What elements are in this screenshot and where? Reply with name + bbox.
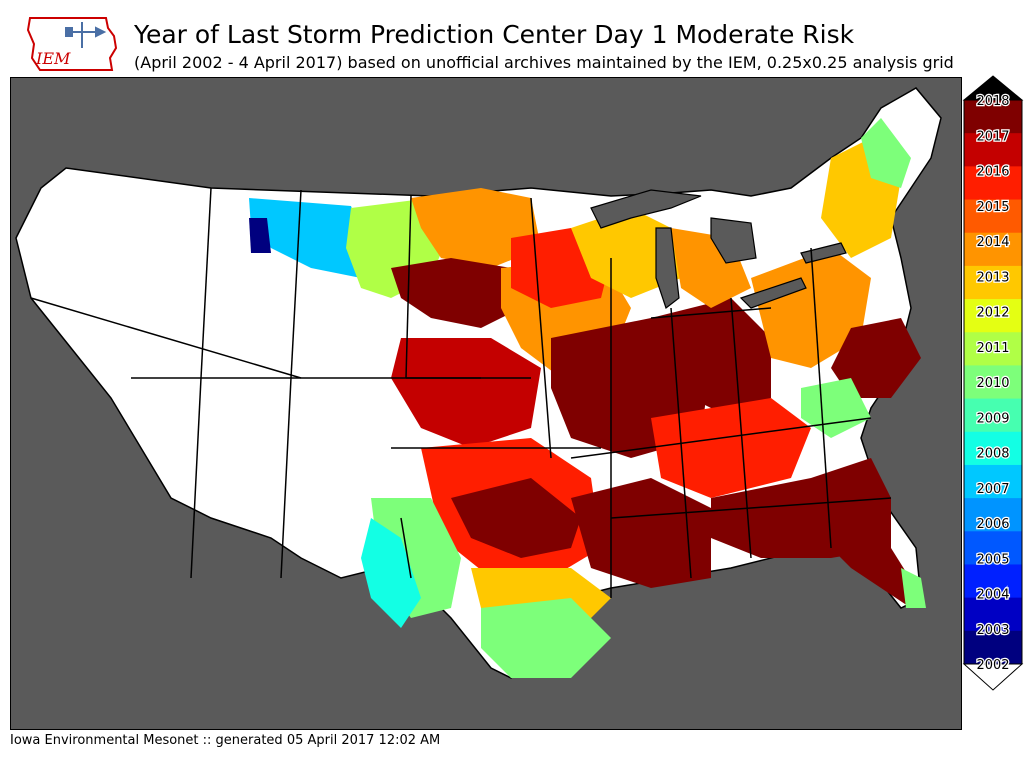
colorbar-year-label: 2018 (976, 94, 1009, 109)
region-nebraska-darkred (391, 258, 521, 328)
colorbar-year-label: 2017 (976, 129, 1009, 144)
region-southeast-darkred (711, 458, 891, 558)
colorbar-swatch (964, 597, 1022, 632)
colorbar-swatch (964, 100, 1022, 134)
colorbar-year-label: 2013 (976, 270, 1009, 285)
risk-regions (249, 118, 926, 678)
region-south-florida-green (901, 568, 926, 608)
region-great-lakes-yellow (571, 208, 681, 298)
region-gulf-coast-green (481, 598, 611, 678)
colorbar-year-label: 2004 (976, 588, 1009, 603)
year-colorbar: 2018 2017 2016 2015 2014 2013 2012 2011 2010 2009… (962, 74, 1024, 696)
colorbar-swatch (964, 398, 1022, 433)
region-northeast-green (861, 118, 911, 188)
colorbar-swatch (964, 133, 1022, 167)
lake-superior (590, 189, 702, 229)
region-florida-darkred (831, 548, 916, 608)
colorbar-swatch (964, 531, 1022, 565)
colorbar-year-label: 2014 (976, 235, 1009, 250)
colorbar-swatch (964, 464, 1022, 499)
region-ohio-valley-darkred (651, 298, 771, 418)
colorbar-swatch (964, 630, 1022, 665)
region-northern-plains-cyan (249, 198, 371, 278)
page-subtitle: (April 2002 - 4 April 2017) based on uno… (134, 53, 954, 72)
colorbar-year-label: 2011 (976, 341, 1009, 356)
colorbar-swatch (964, 299, 1022, 333)
colorbar-year-label: 2007 (976, 482, 1009, 497)
weather-vane-icon (65, 22, 107, 48)
risk-map (10, 77, 962, 730)
lake-huron (710, 217, 757, 264)
colorbar-swatch (964, 166, 1022, 201)
region-virginia-darkred (831, 318, 921, 398)
colorbar-year-label: 2008 (976, 447, 1009, 462)
lake-michigan (655, 227, 680, 309)
region-mississippi-valley-darkred (571, 478, 711, 588)
colorbar-year-label: 2010 (976, 376, 1009, 391)
iem-logo: IEM (22, 14, 122, 74)
colorbar-year-label: 2015 (976, 200, 1009, 215)
colorbar-year-label: 2005 (976, 552, 1009, 567)
colorbar-year-label: 2003 (976, 623, 1009, 638)
colorbar-swatch (964, 564, 1022, 599)
region-appalachian-orange (751, 248, 871, 368)
colorbar-swatch (964, 498, 1022, 532)
region-kansas-darkred (391, 338, 541, 448)
lake-erie (739, 277, 807, 309)
great-lakes (590, 189, 847, 309)
colorbar-swatch (964, 232, 1022, 267)
logo-text: IEM (35, 49, 71, 68)
region-carolinas-green (801, 378, 871, 438)
colorbar-year-label: 2016 (976, 165, 1009, 180)
iowa-outline-icon (26, 17, 118, 71)
colorbar-year-label: 2006 (976, 517, 1009, 532)
colorbar-swatch (964, 265, 1022, 300)
colorbar-year-label: 2012 (976, 306, 1009, 321)
region-tennessee-red (651, 398, 811, 498)
state-borders (30, 187, 892, 598)
colorbar-year-label: 2009 (976, 411, 1009, 426)
footer-credit: Iowa Environmental Mesonet :: generated … (10, 733, 441, 748)
page-title: Year of Last Storm Prediction Center Day… (134, 20, 855, 49)
colorbar-frame (963, 99, 1023, 665)
colorbar-swatch (964, 332, 1022, 366)
region-west-texas-cyan (361, 518, 421, 628)
colorbar-swatch (964, 199, 1022, 234)
region-montana-navy (249, 218, 271, 253)
colorbar-year-label: 2002 (976, 658, 1009, 673)
colorbar-swatch (964, 431, 1022, 466)
region-red-river-darkred (451, 478, 581, 558)
colorbar-swatch (964, 365, 1022, 400)
region-dakotas-orange (411, 188, 541, 268)
